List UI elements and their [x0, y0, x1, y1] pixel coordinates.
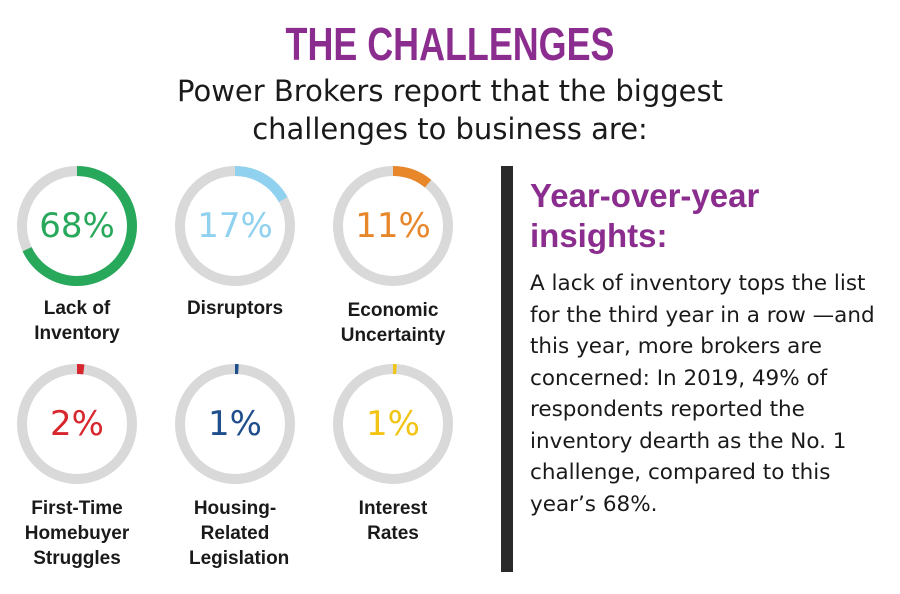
donut-ring — [333, 166, 453, 286]
donut-category-label: Disruptors — [186, 298, 284, 319]
donut-category-label: First-Time Homebuyer Struggles — [24, 498, 130, 569]
page-subtitle: Power Brokers report that the biggest ch… — [177, 74, 723, 146]
donut-ring — [175, 364, 295, 484]
donut-value-label: 1% — [366, 404, 420, 444]
donut-category-label: Economic Uncertainty — [340, 300, 446, 346]
donut-arc — [175, 364, 295, 484]
donut-category-label: Housing-Related Legislation — [189, 498, 290, 569]
donut-ring — [17, 364, 137, 484]
insights-heading: Year-over-year insights: — [530, 177, 760, 254]
donut-lack-of-inventory: 68% — [15, 164, 139, 288]
donut-interest-rates: 1% — [331, 362, 455, 486]
page-title: THE CHALLENGES — [285, 18, 615, 70]
donut-first-time-homebuyer-struggles: 2% — [15, 362, 139, 486]
donut-category-label: Lack of Inventory — [34, 298, 120, 344]
donut-arc — [175, 166, 295, 286]
donut-housing-related-legislation: 1% — [173, 362, 297, 486]
donut-economic-uncertainty: 11% — [331, 164, 455, 288]
donut-value-label: 68% — [39, 206, 115, 246]
donut-arc — [333, 166, 453, 286]
donut-value-label: 11% — [355, 206, 431, 246]
donut-category-label: Interest Rates — [358, 498, 428, 544]
donut-disruptors: 17% — [173, 164, 297, 288]
donut-arc — [17, 364, 137, 484]
donut-value-label: 1% — [208, 404, 262, 444]
donut-ring — [17, 166, 137, 286]
donut-value-label: 2% — [50, 404, 104, 444]
donut-ring — [333, 364, 453, 484]
donut-ring — [175, 166, 295, 286]
donut-arc — [17, 166, 137, 286]
vertical-divider — [501, 166, 513, 572]
donut-value-label: 17% — [197, 206, 273, 246]
insights-text: A lack of inventory tops the list for th… — [530, 271, 875, 517]
donut-arc — [333, 364, 453, 484]
